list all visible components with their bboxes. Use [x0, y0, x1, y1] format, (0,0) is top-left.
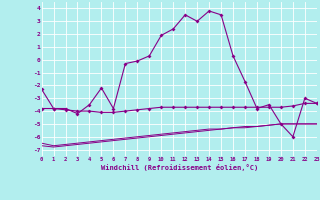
X-axis label: Windchill (Refroidissement éolien,°C): Windchill (Refroidissement éolien,°C)	[100, 164, 258, 171]
